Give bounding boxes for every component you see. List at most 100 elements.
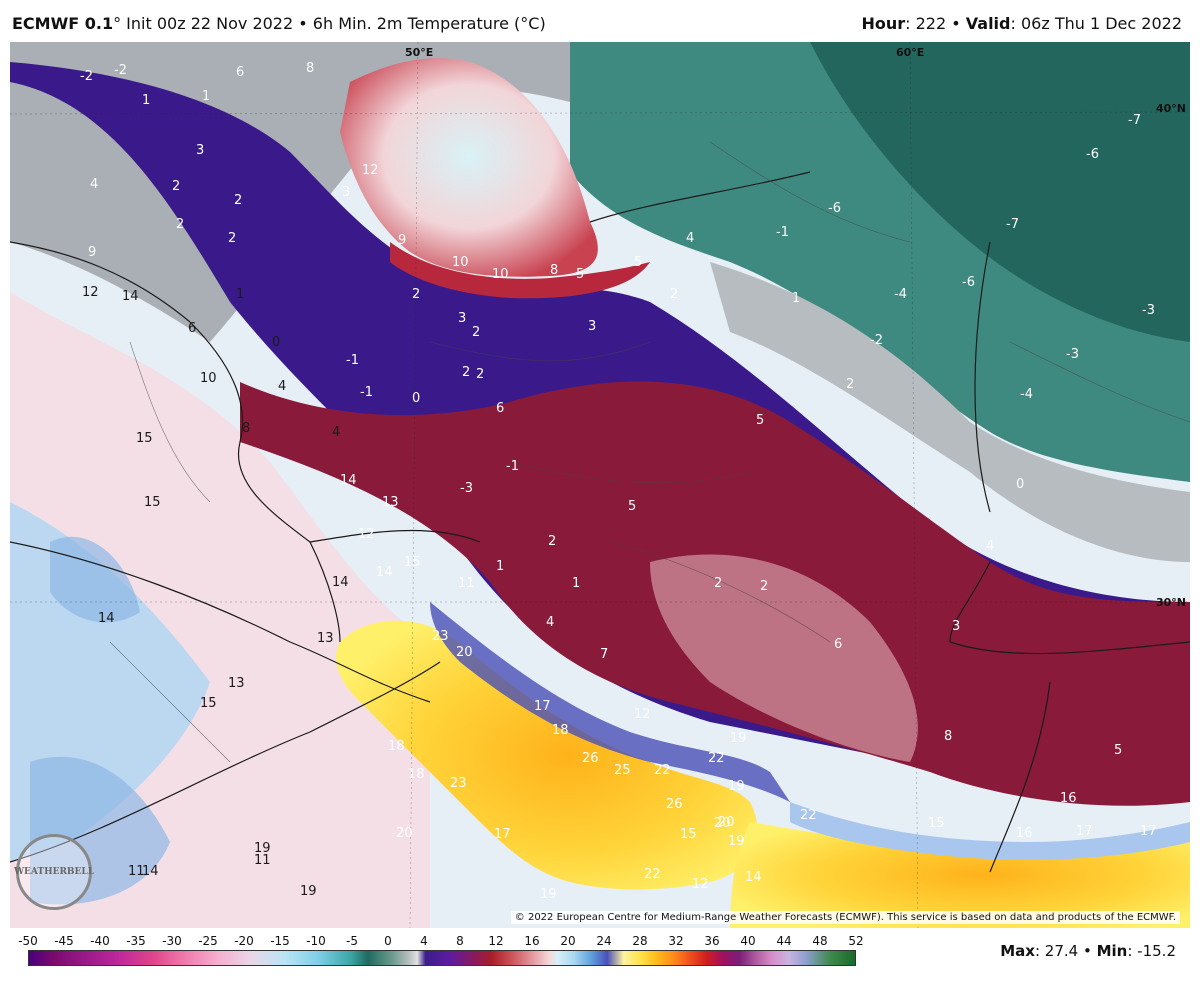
temperature-label: 2 [234, 193, 242, 208]
legend-tick: 44 [776, 934, 792, 948]
coastal-blue-band [430, 602, 790, 802]
legend-tick: 4 [420, 934, 428, 948]
temperature-label: 4 [546, 615, 554, 630]
legend-tick: -30 [162, 934, 182, 948]
temperature-label: 0 [272, 335, 280, 350]
legend-tick: 20 [560, 934, 576, 948]
temperature-label: 15 [404, 555, 421, 570]
temperature-label: 8 [944, 729, 952, 744]
temperature-label: 5 [1114, 743, 1122, 758]
legend-tick: 16 [524, 934, 540, 948]
temperature-label: 17 [1140, 824, 1157, 839]
legend-tick: 40 [740, 934, 756, 948]
temperature-label: 5 [756, 413, 764, 428]
temperature-label: 15 [136, 431, 153, 446]
temperature-label: 19 [730, 731, 747, 746]
temperature-label: 4 [986, 539, 994, 554]
temperature-label: 8 [242, 421, 250, 436]
legend-tick: 12 [488, 934, 504, 948]
temperature-label: 9 [88, 245, 96, 260]
temperature-label: -3 [1142, 303, 1155, 318]
temperature-label: 19 [540, 887, 557, 902]
legend-tick: -25 [198, 934, 218, 948]
temperature-label: 2 [462, 365, 470, 380]
legend-tick: -50 [18, 934, 38, 948]
temperature-label: 2 [714, 576, 722, 591]
temperature-label: 12 [358, 527, 375, 542]
temperature-label: 14 [332, 575, 349, 590]
temperature-label: -1 [506, 459, 519, 474]
temperature-label: 3 [342, 185, 350, 200]
temperature-label: 8 [306, 61, 314, 76]
temperature-label: 14 [745, 870, 762, 885]
temperature-label: 20 [718, 815, 735, 830]
temperature-label: 20 [714, 816, 731, 831]
temperature-label: 9 [398, 233, 406, 248]
temperature-label: 15 [144, 495, 161, 510]
legend-tick: -45 [54, 934, 74, 948]
temperature-label: 10 [492, 267, 509, 282]
pink-core [650, 554, 918, 762]
temperature-label: -2 [80, 69, 93, 84]
degree-mark: ° [113, 14, 122, 33]
temperature-map: 50°E 60°E 40°N 30°N -2 -2 6 8 1 1 3 4 2 2 2 2 3 12 9 10… [10, 42, 1190, 928]
temperature-label: 5 [628, 499, 636, 514]
min-label: Min [1096, 942, 1128, 960]
temperature-label: 12 [634, 707, 651, 722]
persian-gulf [336, 620, 758, 890]
temperature-label: 26 [666, 797, 683, 812]
temperature-label: 19 [300, 884, 317, 899]
temperature-label: 16 [1060, 791, 1077, 806]
temperature-label: 14 [376, 565, 393, 580]
temperature-label: 13 [382, 495, 399, 510]
temperature-label: 18 [388, 739, 405, 754]
min-value: : -15.2 [1127, 942, 1176, 960]
temperature-label: -3 [460, 481, 473, 496]
temperature-label: -1 [346, 353, 359, 368]
temperature-label: -4 [894, 287, 907, 302]
temperature-label: 5 [634, 255, 642, 270]
max-label: Max [1000, 942, 1035, 960]
temperature-label: 8 [550, 263, 558, 278]
temperature-label: 22 [800, 808, 817, 823]
init-time: Init 00z 22 Nov 2022 [121, 14, 294, 33]
temperature-label: 11 [254, 853, 271, 868]
lat-lon-grid [10, 42, 1190, 928]
legend-tick: 52 [848, 934, 864, 948]
legend-tick: 32 [668, 934, 684, 948]
temperature-label: 23 [432, 629, 449, 644]
header: ECMWF 0.1° Init 00z 22 Nov 2022 • 6h Min… [0, 0, 1200, 42]
temperature-label: 13 [317, 631, 334, 646]
temperature-label: 6 [236, 65, 244, 80]
temperature-label: 1 [202, 89, 210, 104]
valid-info: Hour: 222 • Valid: 06z Thu 1 Dec 2022 [861, 14, 1182, 33]
caspian-sea [340, 58, 598, 277]
temperature-label: 22 [708, 751, 725, 766]
temperature-label: 19 [728, 779, 745, 794]
temperature-label: 14 [340, 473, 357, 488]
temperature-label: 17 [534, 699, 551, 714]
map-canvas: 50°E 60°E 40°N 30°N -2 -2 6 81 134 2222312910… [10, 42, 1190, 928]
temperature-label: -2 [114, 63, 127, 78]
temperature-label: 4 [686, 231, 694, 246]
legend-tick: 48 [812, 934, 828, 948]
temperature-label: 22 [644, 867, 661, 882]
caspian-shore [390, 242, 650, 299]
province-borders [109, 141, 1190, 763]
temperature-label: -6 [962, 275, 975, 290]
legend-tick: 24 [596, 934, 612, 948]
grey-zone-ne [710, 262, 1190, 562]
temperature-label: 22 [654, 763, 671, 778]
legend-tick: -35 [126, 934, 146, 948]
temperature-label: 3 [952, 619, 960, 634]
temperature-label: 1 [572, 576, 580, 591]
temperature-label: 2 [670, 287, 678, 302]
temperature-label: 2 [412, 287, 420, 302]
temperature-label: 6 [496, 401, 504, 416]
temperature-label: 2 [548, 534, 556, 549]
lon-50-label: 50°E [405, 46, 433, 59]
temperature-label: 16 [1016, 826, 1033, 841]
temperature-label: 2 [476, 367, 484, 382]
legend-tick: -40 [90, 934, 110, 948]
legend-colorbar [28, 950, 856, 966]
